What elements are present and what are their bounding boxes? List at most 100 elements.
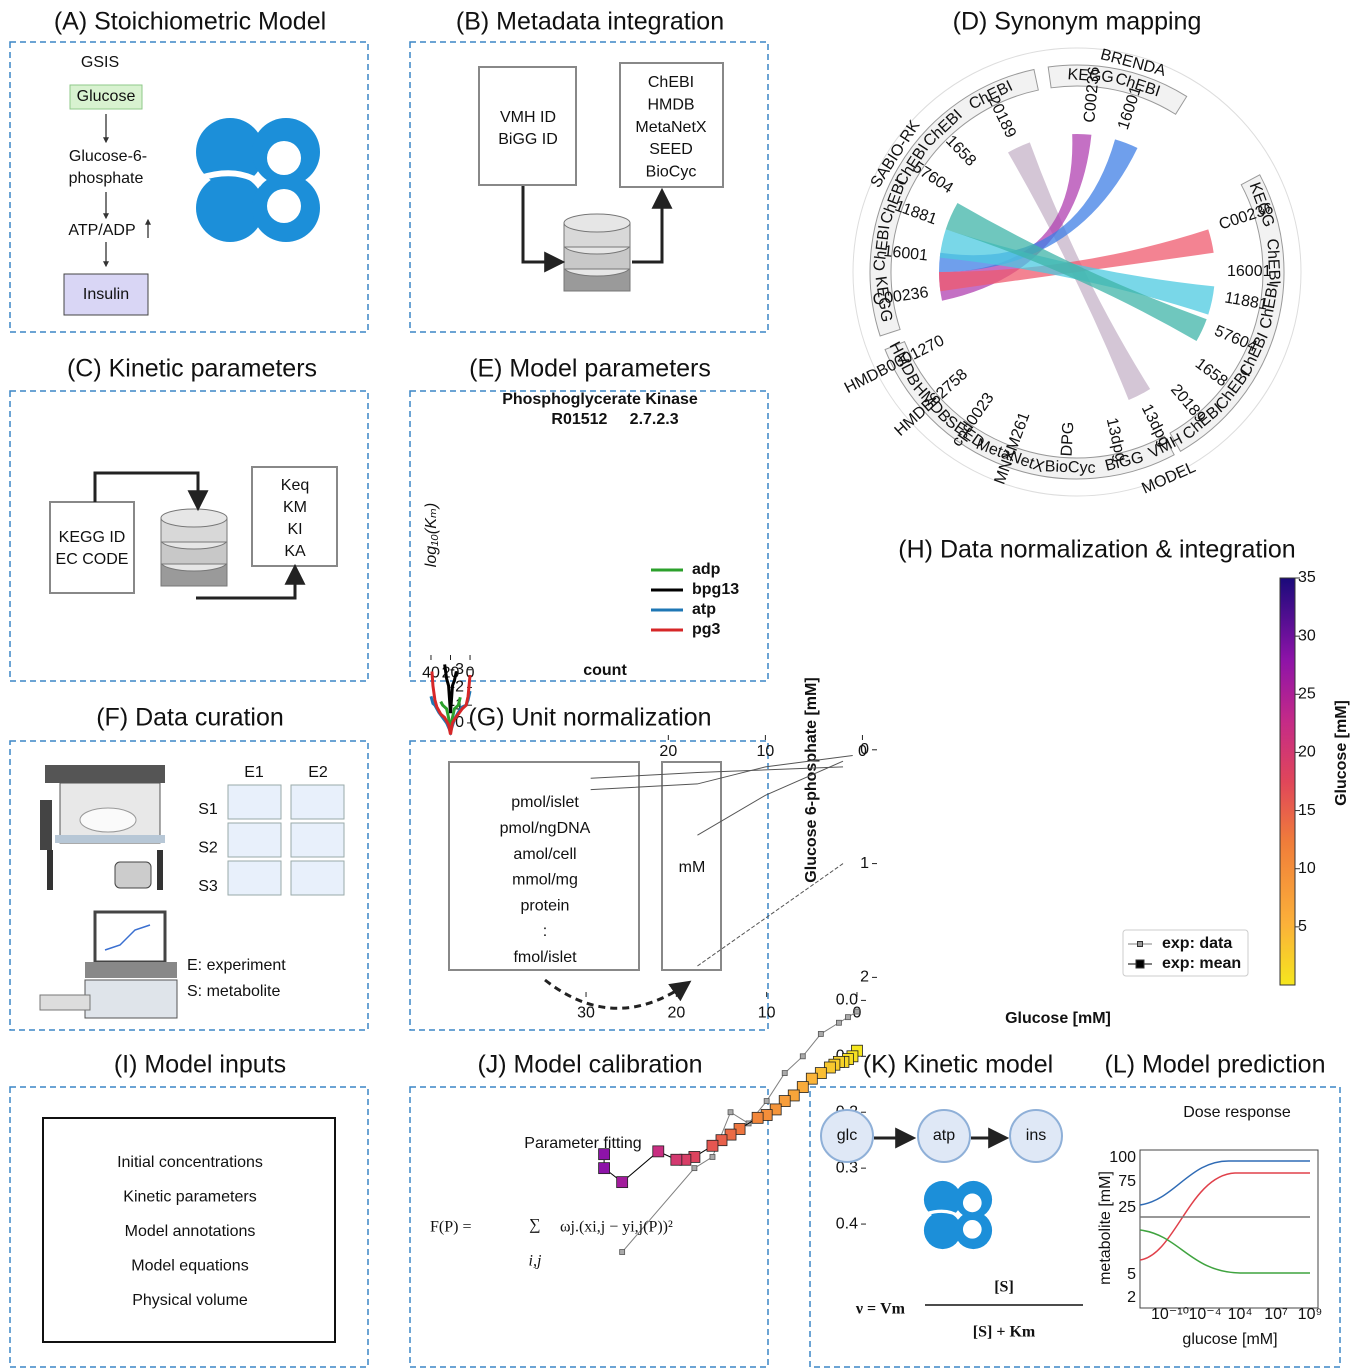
- row-label: S1: [198, 801, 218, 818]
- x-axis-label: count: [583, 662, 627, 679]
- panel-title: (H) Data normalization & integration: [898, 536, 1295, 564]
- legend-label: bpg13: [692, 581, 739, 598]
- table-cell: [228, 823, 281, 857]
- table-cell: [291, 823, 344, 857]
- tray: [40, 995, 90, 1010]
- point: [836, 1020, 841, 1025]
- legend-swatch: [1138, 942, 1143, 947]
- inner-label: 13dpg: [1138, 402, 1173, 449]
- panel-title: (G) Unit normalization: [468, 704, 711, 732]
- y-axis-label: Glucose 6-phosphate [mM]: [803, 677, 820, 882]
- arrow: [632, 192, 662, 262]
- database-icon: [161, 509, 227, 527]
- id-box: [50, 502, 134, 593]
- colorbar: [1280, 578, 1295, 985]
- label: phosphate: [69, 170, 144, 187]
- point: [653, 1146, 664, 1157]
- laptop: [95, 912, 165, 962]
- panel-title: (A) Stoichiometric Model: [54, 8, 326, 36]
- formula: [S]: [994, 1279, 1014, 1296]
- unit: mM: [679, 859, 706, 876]
- x-tick-label: 10⁻¹⁰: [1151, 1306, 1189, 1323]
- x-axis-label: Glucose [mM]: [1005, 1010, 1111, 1027]
- panel-title: (D) Synonym mapping: [953, 8, 1202, 36]
- x-tick-label: 20: [659, 743, 677, 760]
- y-tick-label: 25: [1118, 1199, 1136, 1216]
- device: [115, 862, 151, 888]
- label: SEED: [649, 141, 693, 158]
- legend-label: exp: data: [1162, 935, 1232, 952]
- unit: :: [543, 923, 547, 940]
- x-tick-label: 10: [756, 743, 774, 760]
- legend-swatch: [1136, 960, 1144, 968]
- label: ATP/ADP: [68, 222, 135, 239]
- legend-label: adp: [692, 561, 721, 578]
- label: Insulin: [83, 286, 129, 303]
- label: Keq: [281, 477, 309, 494]
- panel-title: (B) Metadata integration: [456, 8, 724, 36]
- panel-title: (I) Model inputs: [114, 1051, 286, 1079]
- figure: (A) Stoichiometric Model (B) Metadata int…: [0, 0, 1358, 1369]
- point: [692, 1166, 697, 1171]
- label: Glucose-6-: [69, 148, 147, 165]
- colorbar-tick-label: 10: [1298, 860, 1316, 877]
- legend-label: atp: [692, 601, 716, 618]
- node-label: atp: [933, 1127, 955, 1144]
- y-tick-label: 2: [1127, 1289, 1136, 1306]
- y-tick-label: 5: [1127, 1266, 1136, 1283]
- database-icon: [564, 214, 630, 232]
- input-item: Kinetic parameters: [123, 1189, 256, 1206]
- cage: [40, 800, 52, 850]
- x-tick-label: 10: [758, 1004, 776, 1021]
- arrow: [523, 186, 561, 262]
- node-label: ins: [1026, 1127, 1046, 1144]
- panel-title: (L) Model prediction: [1105, 1051, 1326, 1079]
- point: [818, 1031, 823, 1036]
- column-label: E1: [244, 764, 264, 781]
- point: [620, 1250, 625, 1255]
- inner-label: 11881: [893, 198, 940, 229]
- logo: [963, 1220, 982, 1239]
- point: [617, 1177, 628, 1188]
- label: ChEBI: [648, 74, 694, 91]
- x-tick-label: 30: [577, 1004, 595, 1021]
- mouse: [80, 808, 136, 832]
- panel-title: (C) Kinetic parameters: [67, 355, 317, 383]
- y-tick-label: 0.0: [836, 992, 858, 1009]
- inner-label: 16001: [1227, 263, 1272, 280]
- unit: protein: [521, 897, 570, 914]
- table-cell: [291, 785, 344, 819]
- logo: [963, 1194, 982, 1213]
- chart-subtitle: R01512 2.7.2.3: [551, 411, 678, 428]
- label: KEGG ID: [59, 529, 126, 546]
- legend-text: E: experiment: [187, 957, 286, 974]
- formula: F(P) =: [430, 1219, 471, 1236]
- y-tick-label: 0.4: [836, 1215, 858, 1232]
- point: [728, 1110, 733, 1115]
- panel-title: (F) Data curation: [96, 704, 284, 732]
- unit: amol/cell: [513, 846, 576, 863]
- formula: i,j: [529, 1253, 542, 1270]
- grid-floor: [55, 835, 165, 843]
- label: MetaNetX: [635, 119, 706, 136]
- colorbar-label: Glucose [mM]: [1333, 700, 1350, 806]
- inner-label: C00236: [1081, 66, 1103, 123]
- logo: [267, 141, 301, 175]
- input-item: Initial concentrations: [117, 1154, 263, 1171]
- point: [854, 1009, 859, 1014]
- formula: ∑: [529, 1217, 540, 1234]
- legend-label: exp: mean: [1162, 955, 1241, 972]
- colorbar-tick-label: 5: [1298, 918, 1307, 935]
- label: VMH ID: [500, 109, 556, 126]
- label: KM: [283, 499, 307, 516]
- y-tick-label: 100: [1109, 1149, 1136, 1166]
- row-label: S2: [198, 840, 218, 857]
- analyzer: [85, 980, 177, 1018]
- label: GSIS: [81, 54, 119, 71]
- table-cell: [291, 861, 344, 895]
- point: [710, 1154, 715, 1159]
- colorbar-tick-label: 30: [1298, 627, 1316, 644]
- row-label: S3: [198, 878, 218, 895]
- x-tick-label: 10⁷: [1264, 1306, 1288, 1323]
- point: [800, 1054, 805, 1059]
